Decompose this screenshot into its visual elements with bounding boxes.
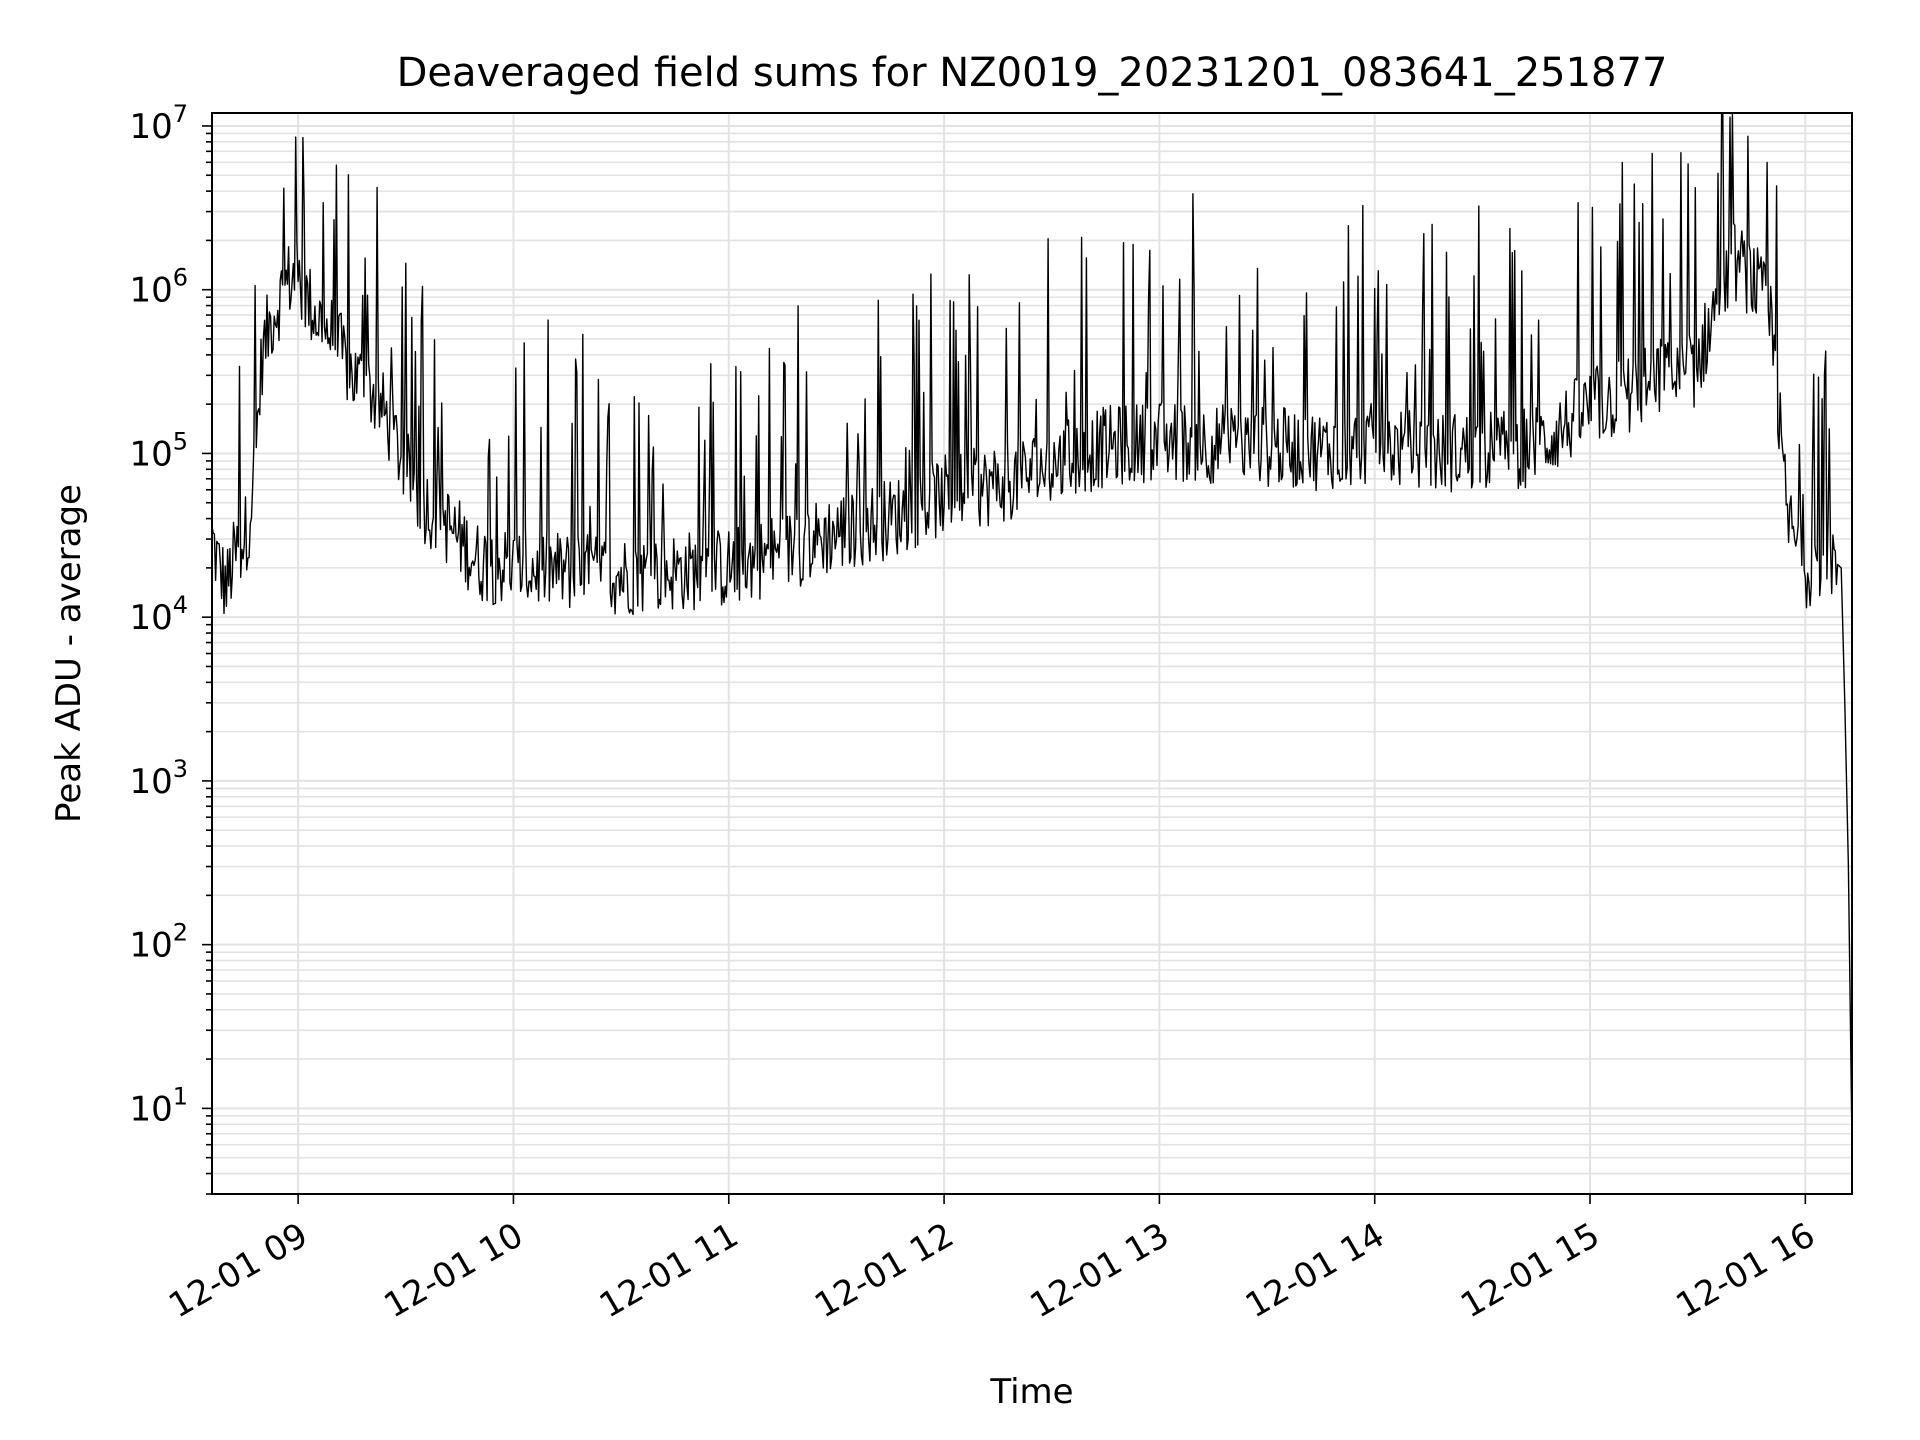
y-tick-label: 104 bbox=[129, 591, 188, 638]
y-tick-label: 106 bbox=[129, 264, 188, 311]
y-axis: 101 102 103 104 105 106 107 bbox=[129, 100, 188, 1129]
series-layer bbox=[211, 112, 1853, 1145]
chart-title: Deaveraged field sums for NZ0019_2023120… bbox=[397, 50, 1668, 96]
y-tick-label: 102 bbox=[129, 919, 188, 966]
series-line bbox=[211, 112, 1853, 1145]
y-tick-label: 105 bbox=[129, 427, 188, 474]
y-tick-label: 103 bbox=[129, 755, 188, 802]
y-axis-label: Peak ADU - average bbox=[49, 484, 89, 823]
x-axis-label: Time bbox=[989, 1372, 1073, 1412]
plot-frame bbox=[211, 112, 1853, 1195]
y-tick-label: 107 bbox=[129, 100, 188, 147]
y-tick-label: 101 bbox=[129, 1082, 188, 1129]
